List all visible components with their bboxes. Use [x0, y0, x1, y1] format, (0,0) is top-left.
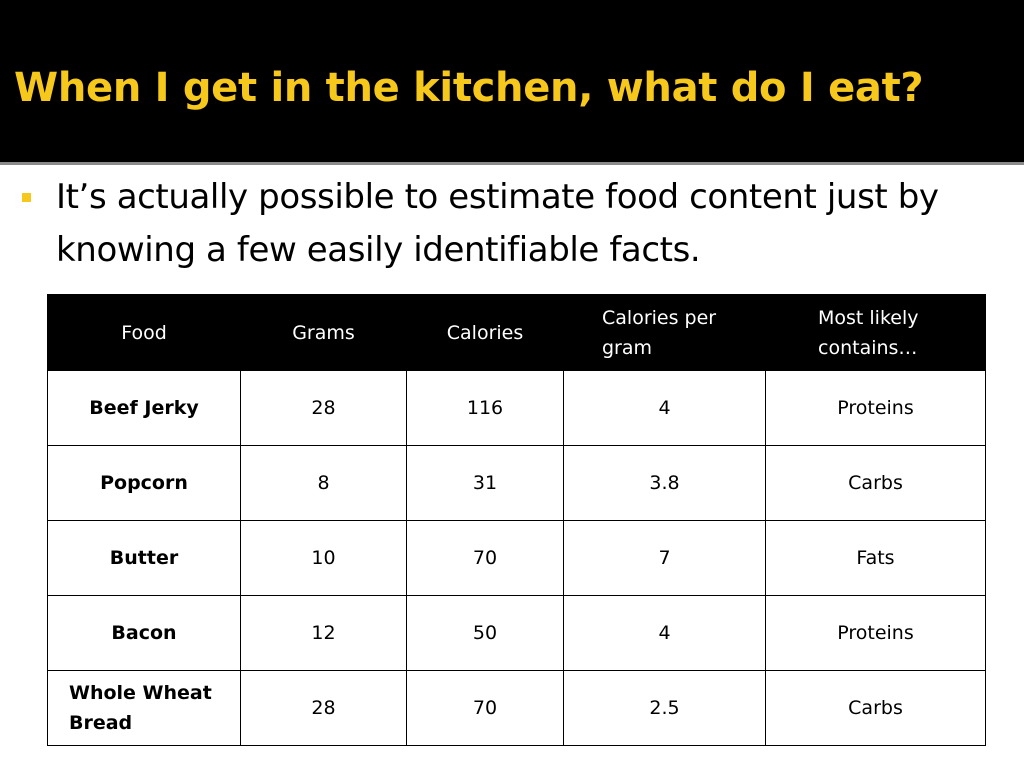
cell-grams: 12 [240, 595, 407, 671]
cell-grams: 28 [240, 670, 407, 746]
cell-grams: 10 [240, 520, 407, 596]
cell-food: Beef Jerky [47, 370, 241, 446]
title-gap [0, 158, 1024, 162]
cell-calories: 50 [406, 595, 564, 671]
food-table: Food Grams Calories Calories per gram Mo… [47, 294, 986, 746]
cell-calories-per-gram: 4 [563, 595, 766, 671]
column-header-most-likely-contains: Most likely contains… [765, 294, 986, 371]
cell-food: Bacon [47, 595, 241, 671]
cell-contains: Proteins [765, 370, 986, 446]
cell-food: Whole Wheat Bread [47, 670, 241, 746]
title-bar: When I get in the kitchen, what do I eat… [0, 0, 1024, 158]
cell-calories: 70 [406, 670, 564, 746]
cell-grams: 28 [240, 370, 407, 446]
cell-calories: 116 [406, 370, 564, 446]
table-row: Popcorn 8 31 3.8 Carbs [47, 445, 986, 521]
column-header-grams: Grams [240, 294, 407, 371]
column-header-calories-per-gram: Calories per gram [563, 294, 766, 371]
cell-contains: Proteins [765, 595, 986, 671]
cell-calories-per-gram: 3.8 [563, 445, 766, 521]
table-header-row: Food Grams Calories Calories per gram Mo… [47, 294, 986, 371]
table-row: Beef Jerky 28 116 4 Proteins [47, 370, 986, 446]
bullet-square-icon [22, 193, 31, 202]
table-row: Butter 10 70 7 Fats [47, 520, 986, 596]
cell-calories: 70 [406, 520, 564, 596]
cell-grams: 8 [240, 445, 407, 521]
cell-contains: Carbs [765, 445, 986, 521]
cell-calories: 31 [406, 445, 564, 521]
table-row: Bacon 12 50 4 Proteins [47, 595, 986, 671]
column-header-food: Food [47, 294, 241, 371]
cell-calories-per-gram: 4 [563, 370, 766, 446]
cell-contains: Fats [765, 520, 986, 596]
cell-calories-per-gram: 2.5 [563, 670, 766, 746]
cell-food: Butter [47, 520, 241, 596]
cell-food: Popcorn [47, 445, 241, 521]
table-row: Whole Wheat Bread 28 70 2.5 Carbs [47, 670, 986, 746]
title-divider [0, 162, 1024, 165]
bullet-text: It’s actually possible to estimate food … [56, 177, 939, 270]
cell-calories-per-gram: 7 [563, 520, 766, 596]
column-header-calories: Calories [406, 294, 564, 371]
slide-title: When I get in the kitchen, what do I eat… [14, 65, 924, 111]
cell-contains: Carbs [765, 670, 986, 746]
